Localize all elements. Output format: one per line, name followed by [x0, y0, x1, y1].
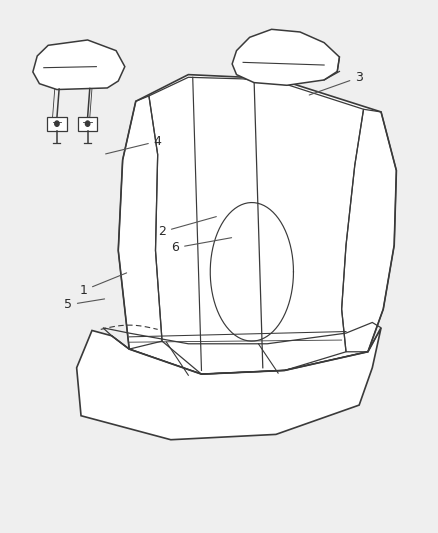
Circle shape — [85, 121, 90, 126]
Text: 4: 4 — [106, 135, 162, 154]
Polygon shape — [33, 40, 125, 90]
Text: 6: 6 — [171, 238, 232, 254]
Polygon shape — [47, 117, 67, 131]
Polygon shape — [232, 29, 339, 85]
Polygon shape — [118, 75, 396, 374]
Text: 3: 3 — [309, 71, 363, 95]
Polygon shape — [77, 328, 381, 440]
Text: 1: 1 — [79, 273, 127, 297]
Text: 2: 2 — [158, 216, 216, 238]
Polygon shape — [78, 117, 97, 131]
Text: 5: 5 — [64, 298, 105, 311]
Circle shape — [55, 121, 59, 126]
